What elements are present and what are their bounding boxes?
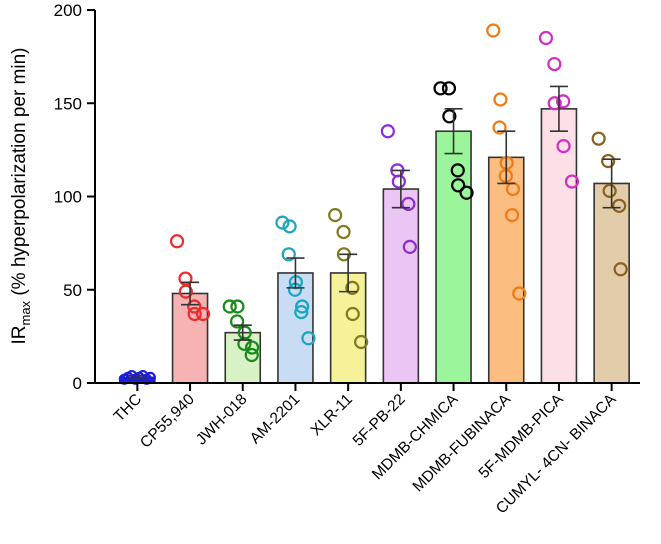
y-tick-label-2: 100 [54, 188, 82, 207]
y-axis-title-main: IR [9, 326, 30, 345]
data-point-6-5 [459, 185, 474, 200]
data-point-4-5 [354, 334, 369, 350]
y-tick-label-1: 50 [63, 281, 82, 300]
data-point-4-3 [345, 280, 360, 295]
data-point-1-0 [169, 234, 185, 249]
x-category-label-4: XLR-11 [308, 391, 356, 439]
data-point-9-2 [602, 183, 617, 199]
bar-8 [540, 108, 578, 384]
data-point-5-2 [391, 174, 406, 189]
data-point-4-1 [336, 224, 351, 240]
data-point-9-4 [613, 262, 628, 277]
data-point-7-7 [512, 286, 527, 301]
data-point-8-1 [547, 56, 562, 72]
data-point-5-0 [380, 124, 395, 139]
y-tick-label-0: 0 [73, 374, 82, 393]
data-point-8-0 [538, 30, 554, 46]
data-point-5-3 [401, 196, 416, 212]
data-point-3-6 [294, 305, 309, 320]
data-point-6-3 [450, 163, 465, 178]
data-point-1-3 [187, 299, 202, 314]
bar-9 [593, 182, 630, 384]
data-point-2-5 [244, 340, 260, 355]
data-point-9-1 [601, 153, 616, 169]
x-category-label-3: AM-2201 [247, 391, 304, 448]
data-point-4-0 [328, 208, 343, 223]
data-point-2-0 [222, 299, 237, 314]
data-point-7-0 [486, 23, 501, 38]
data-point-1-4 [187, 306, 202, 322]
data-point-3-5 [295, 299, 310, 314]
data-point-2-6 [244, 347, 259, 363]
data-point-6-4 [451, 178, 466, 193]
data-point-5-4 [402, 239, 417, 254]
data-point-8-4 [556, 139, 571, 154]
data-point-2-2 [229, 314, 245, 329]
bar-3 [277, 272, 314, 384]
y-axis-title: IRmax (% hyperpolarization per min) [9, 47, 33, 344]
data-point-1-2 [178, 284, 193, 299]
bar-6 [435, 130, 472, 384]
data-point-9-0 [591, 131, 606, 146]
data-point-6-2 [442, 109, 457, 124]
y-axis-title-rest: (% hyperpolarization per min) [9, 47, 30, 300]
y-tick-label-4: 200 [54, 1, 82, 20]
x-category-label-0: THC [111, 391, 146, 426]
bar-5 [382, 188, 420, 384]
svg-text:IRmax (% hyperpolarization per: IRmax (% hyperpolarization per min) [9, 47, 33, 344]
data-point-6-1 [441, 81, 457, 96]
bar-7 [487, 156, 525, 384]
data-point-8-2 [547, 96, 562, 111]
data-point-6-0 [433, 81, 448, 96]
bar-1 [171, 292, 209, 384]
data-point-3-7 [301, 331, 316, 346]
data-point-2-1 [230, 299, 245, 314]
x-category-label-2: JWH-018 [193, 391, 251, 449]
data-point-3-2 [281, 247, 296, 262]
data-point-3-0 [275, 215, 290, 230]
x-category-label-1: CP55,940 [137, 391, 198, 452]
x-category-label-7: MDMB-FUBINACA [410, 390, 515, 495]
data-point-3-1 [282, 219, 297, 234]
data-point-8-5 [564, 174, 580, 189]
y-axis-title-subscript: max [18, 300, 33, 325]
data-point-7-6 [505, 208, 520, 223]
data-point-9-3 [612, 198, 627, 213]
data-point-7-2 [492, 120, 507, 135]
data-point-1-5 [195, 306, 211, 322]
data-point-0-7 [144, 371, 156, 384]
data-point-4-4 [345, 306, 360, 322]
y-tick-label-3: 150 [54, 94, 82, 113]
data-point-8-3 [556, 94, 571, 109]
data-point-7-1 [493, 92, 508, 107]
data-point-2-4 [237, 336, 252, 351]
